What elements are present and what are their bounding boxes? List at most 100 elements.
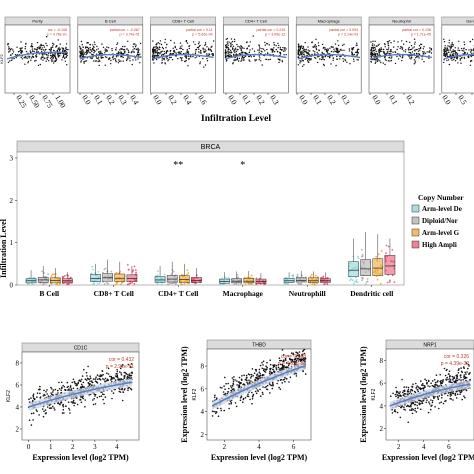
data-point (284, 376, 286, 379)
data-point (394, 62, 397, 65)
data-point (409, 404, 412, 407)
data-point (8, 51, 10, 53)
data-point (97, 57, 99, 60)
legend-label: Arm-level De (422, 205, 462, 213)
data-point (356, 53, 358, 56)
data-point (101, 391, 103, 394)
data-point (118, 59, 120, 61)
data-point (62, 55, 65, 57)
data-point (459, 59, 462, 61)
data-point (102, 373, 104, 376)
data-point (168, 58, 170, 61)
jitter-point (50, 274, 53, 277)
data-point (274, 51, 276, 53)
jitter-point (172, 270, 175, 273)
data-point (444, 400, 446, 403)
data-point (264, 41, 266, 44)
data-point (228, 407, 230, 410)
data-point (371, 52, 374, 55)
data-point (133, 51, 135, 53)
data-point (230, 402, 233, 404)
data-point (174, 46, 176, 49)
data-point (98, 375, 101, 377)
data-point (409, 48, 412, 51)
data-point (154, 50, 156, 53)
data-point (261, 51, 263, 53)
trend-line (152, 53, 214, 60)
data-point (198, 51, 200, 53)
data-point (67, 401, 70, 404)
data-point (297, 64, 299, 66)
data-point (68, 407, 70, 410)
data-point (232, 383, 235, 386)
jitter-point (250, 274, 253, 277)
data-point (137, 51, 140, 54)
data-point (461, 390, 463, 392)
data-point (448, 63, 451, 66)
data-point (356, 51, 358, 54)
data-point (258, 49, 261, 51)
data-point (92, 44, 94, 46)
data-point (443, 38, 445, 40)
data-point (374, 47, 376, 49)
data-point (456, 57, 458, 60)
data-point (241, 59, 243, 61)
data-point (419, 387, 422, 389)
data-point (307, 46, 309, 48)
data-point (130, 372, 133, 374)
data-point (379, 50, 382, 53)
data-point (229, 49, 232, 52)
data-point (54, 56, 57, 58)
data-point (225, 44, 228, 46)
data-point (300, 45, 303, 47)
data-point (332, 57, 334, 59)
y-axis-sublabel: KLF2 (371, 388, 377, 400)
data-point (251, 48, 254, 50)
data-point (62, 49, 64, 52)
data-point (52, 45, 54, 47)
data-point (452, 399, 454, 401)
data-point (33, 50, 35, 53)
data-point (94, 393, 97, 396)
data-point (383, 51, 385, 53)
box (102, 273, 113, 282)
data-point (98, 64, 100, 67)
data-point (352, 58, 355, 60)
data-point (46, 393, 48, 395)
data-point (232, 380, 235, 383)
data-point (85, 371, 88, 374)
data-point (416, 407, 419, 409)
data-point (83, 368, 85, 371)
data-point (443, 53, 445, 56)
data-point (152, 50, 155, 53)
data-point (19, 50, 21, 52)
panel-pvalue: p = 4.63e-83 (278, 361, 306, 367)
data-point (119, 49, 121, 51)
jitter-point (315, 274, 317, 277)
data-point (64, 60, 67, 62)
data-point (275, 367, 278, 369)
data-point (227, 43, 229, 45)
data-point (245, 52, 248, 55)
data-point (287, 355, 290, 357)
data-point (170, 56, 172, 59)
data-point (7, 43, 10, 45)
data-point (284, 47, 286, 49)
x-tick-label: 0.1 (311, 94, 324, 107)
data-point (247, 373, 250, 375)
jitter-point (195, 282, 197, 285)
data-point (246, 41, 248, 43)
data-point (56, 45, 58, 47)
data-point (62, 403, 64, 406)
data-point (76, 403, 79, 406)
data-point (439, 373, 442, 376)
data-point (98, 51, 101, 53)
data-point (157, 54, 159, 56)
data-point (86, 377, 89, 380)
data-point (249, 398, 251, 401)
data-point (60, 381, 63, 384)
data-point (440, 401, 443, 404)
data-point (42, 415, 45, 418)
data-point (180, 51, 182, 53)
